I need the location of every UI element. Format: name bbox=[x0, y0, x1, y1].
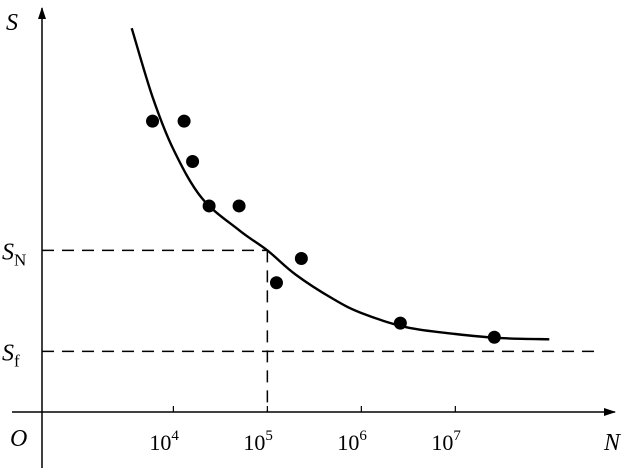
reference-line-label: Sf bbox=[2, 340, 20, 370]
data-point bbox=[186, 155, 200, 169]
data-point bbox=[294, 251, 308, 265]
data-point bbox=[487, 330, 501, 344]
x-tick-label: 107 bbox=[431, 428, 461, 455]
data-point bbox=[146, 114, 160, 128]
reference-line-label: SN bbox=[2, 239, 26, 269]
data-point bbox=[202, 199, 216, 213]
reference-line-labels: SN Sf bbox=[2, 239, 26, 370]
y-axis-label: S bbox=[6, 10, 18, 36]
data-point bbox=[232, 199, 246, 213]
reference-lines-layer bbox=[42, 249, 595, 412]
x-tick-label: 105 bbox=[243, 428, 273, 455]
data-point bbox=[177, 114, 191, 128]
origin-label: O bbox=[10, 426, 27, 452]
x-tick-label: 104 bbox=[149, 428, 179, 455]
x-tick-label: 106 bbox=[337, 428, 367, 455]
x-tick-labels: 104 105 106 107 bbox=[149, 406, 461, 455]
data-point bbox=[393, 316, 407, 330]
fit-curve bbox=[130, 27, 550, 341]
data-points bbox=[146, 114, 501, 344]
x-axis-label: N bbox=[603, 430, 622, 456]
data-point bbox=[269, 276, 283, 290]
